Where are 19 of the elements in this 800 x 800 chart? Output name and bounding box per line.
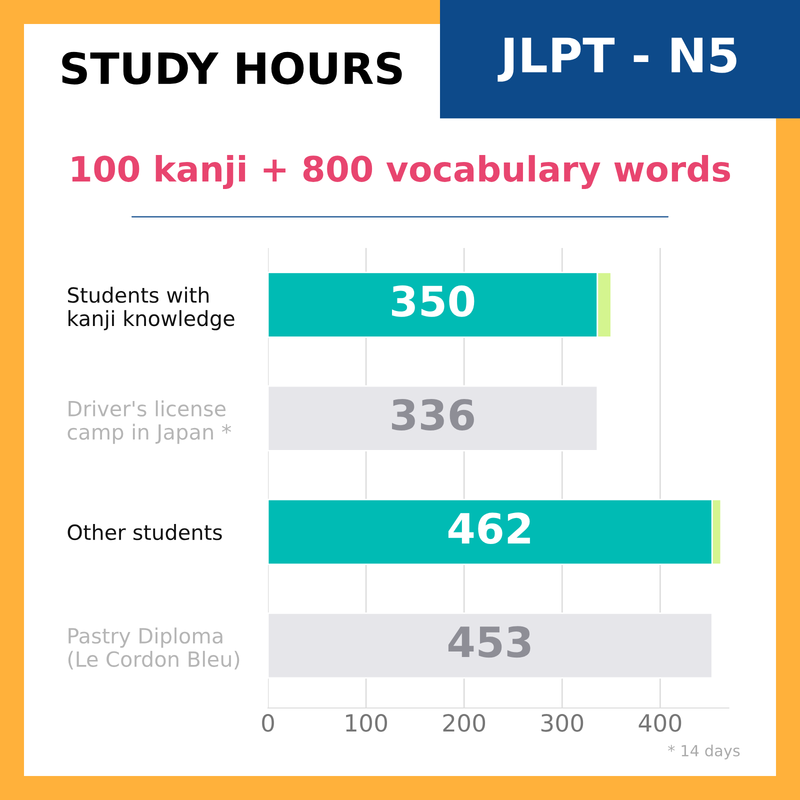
bar xyxy=(268,612,713,679)
total-label: 462 xyxy=(448,512,530,544)
chart-title: STUDY HOURS xyxy=(62,52,402,84)
x-tick-label: 100 xyxy=(346,714,388,732)
x-tick-label: 400 xyxy=(638,714,682,732)
x-tick-label: 0 xyxy=(262,714,274,732)
y-tick-label: Pastry Diploma (Le Cordon Bleu) xyxy=(68,628,240,670)
total-label: 453 xyxy=(448,626,530,658)
chart-subtitle: 100 kanji + 800 vocabulary words xyxy=(72,155,730,189)
x-tick-label: 200 xyxy=(443,714,486,732)
x-tick-label: 300 xyxy=(541,714,584,732)
text: JLPT - N5 xyxy=(498,38,736,82)
y-tick-label: Students with kanji knowledge xyxy=(68,286,234,330)
y-tick-label: Other students xyxy=(68,524,222,540)
y-tick-label: Driver's license camp in Japan * xyxy=(68,400,232,444)
total-label: 350 xyxy=(392,285,474,317)
total-label: 336 xyxy=(392,398,474,430)
bar xyxy=(268,385,598,452)
text: * 14 days xyxy=(668,744,740,760)
